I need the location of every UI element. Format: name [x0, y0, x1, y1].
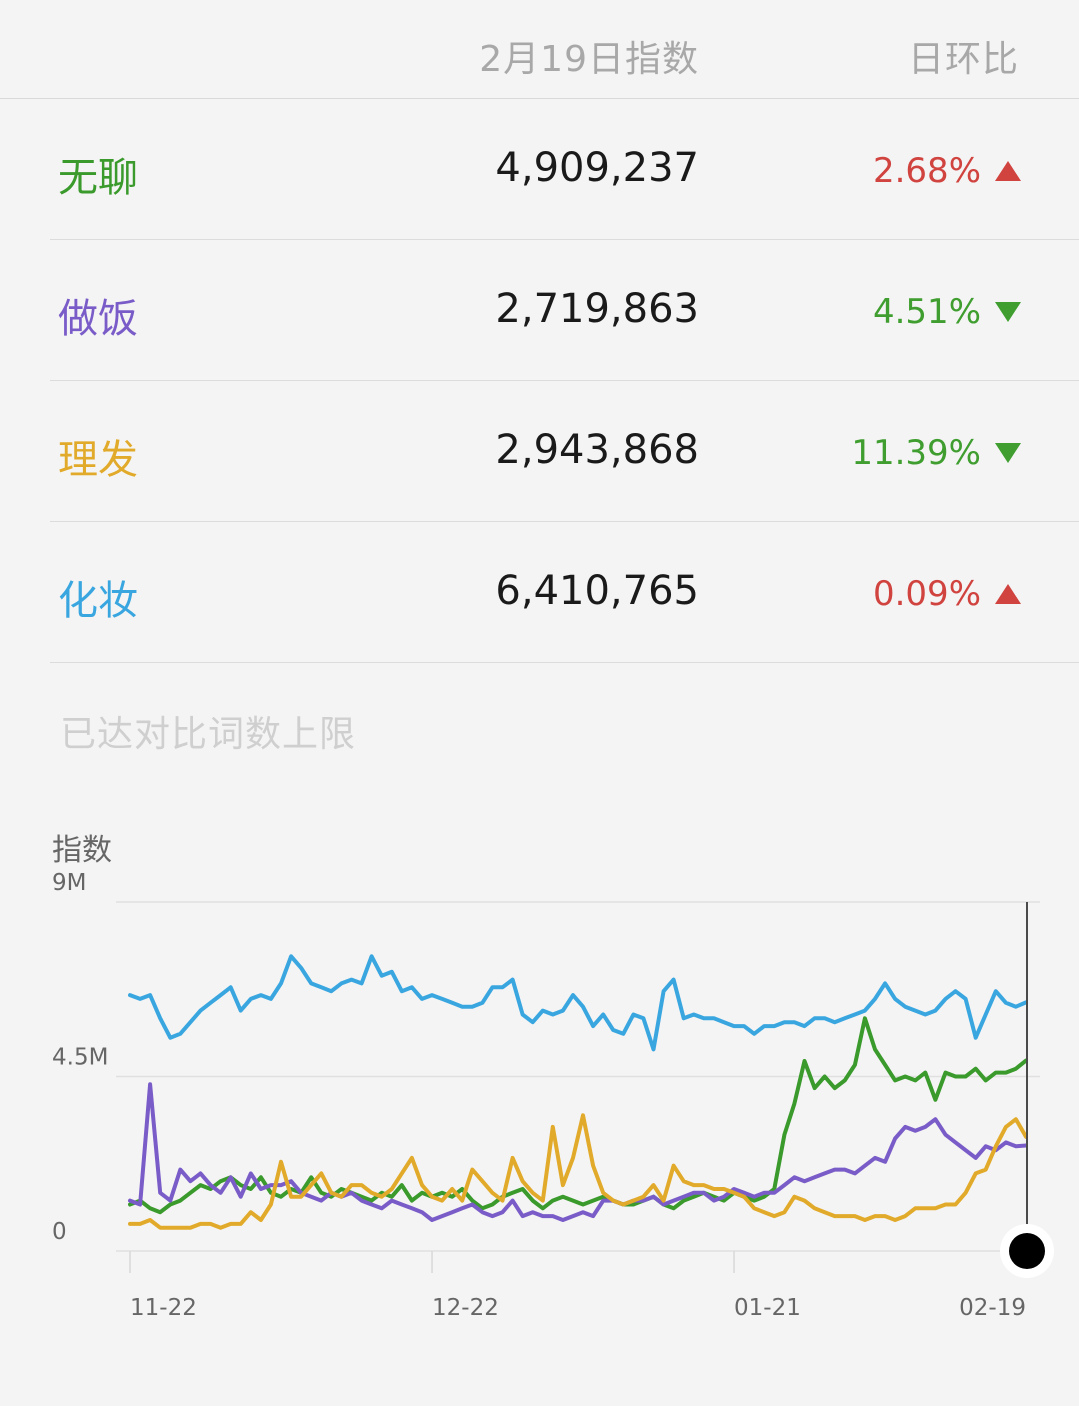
x-axis-ticks: 11-22 12-22 01-21 02-19	[129, 1251, 1027, 1321]
term-label: 化妆	[58, 578, 138, 624]
index-value: 2,719,863	[495, 286, 699, 332]
y-axis-ticks: 0 4.5M 9M	[52, 870, 108, 1245]
change-percent: 2.68%	[872, 151, 981, 191]
cursor-handle-icon[interactable]	[1009, 1233, 1045, 1269]
change-arrow-icon	[995, 584, 1021, 604]
change-value: 0.09%	[873, 574, 1021, 614]
x-tick-label: 01-21	[734, 1295, 801, 1321]
comparison-limit-note: 已达对比词数上限	[60, 714, 357, 755]
term-label: 理发	[58, 437, 138, 483]
chart-cursor[interactable]	[1000, 902, 1054, 1278]
chart-gridlines	[116, 901, 1040, 1252]
series-line	[128, 1113, 1028, 1230]
series-line	[128, 1016, 1028, 1215]
change-arrow-icon	[995, 302, 1021, 322]
change-value: 2.68%	[873, 151, 1021, 191]
term-label: 做饭	[58, 296, 138, 342]
change-value: 11.39%	[851, 433, 1021, 473]
index-value: 2,943,868	[495, 427, 699, 473]
change-value: 4.51%	[873, 292, 1021, 332]
term-row-2[interactable]: 做饭 2,719,863 4.51%	[50, 240, 1079, 381]
change-percent: 11.39%	[851, 433, 981, 473]
index-column-header: 2月19日指数	[479, 39, 699, 80]
term-label: 无聊	[58, 155, 138, 201]
change-percent: 0.09%	[872, 574, 981, 614]
term-row-4[interactable]: 化妆 6,410,765 0.09%	[50, 522, 1079, 663]
chart-series	[128, 954, 1028, 1230]
x-tick-label: 12-22	[432, 1295, 499, 1321]
index-value: 4,909,237	[495, 145, 699, 191]
change-arrow-icon	[995, 443, 1021, 463]
change-column-header: 日环比	[907, 39, 1019, 80]
table-header: 2月19日指数 日环比	[0, 0, 1079, 99]
term-row-3[interactable]: 理发 2,943,868 11.39%	[50, 381, 1079, 522]
y-tick-label: 0	[52, 1219, 67, 1245]
trend-chart[interactable]: 0 4.5M 9M 11-22 12-22 01-21 02-19	[0, 860, 1079, 1340]
y-tick-label: 9M	[52, 870, 86, 896]
x-tick-label: 11-22	[130, 1295, 197, 1321]
change-percent: 4.51%	[872, 292, 981, 332]
y-tick-label: 4.5M	[52, 1045, 108, 1071]
index-value: 6,410,765	[495, 568, 699, 614]
change-arrow-icon	[995, 161, 1021, 181]
y-axis-title: 指数	[52, 833, 112, 868]
series-line	[128, 1082, 1028, 1222]
series-line	[128, 954, 1028, 1052]
term-row-1[interactable]: 无聊 4,909,237 2.68%	[50, 99, 1079, 240]
x-tick-label: 02-19	[959, 1295, 1026, 1321]
